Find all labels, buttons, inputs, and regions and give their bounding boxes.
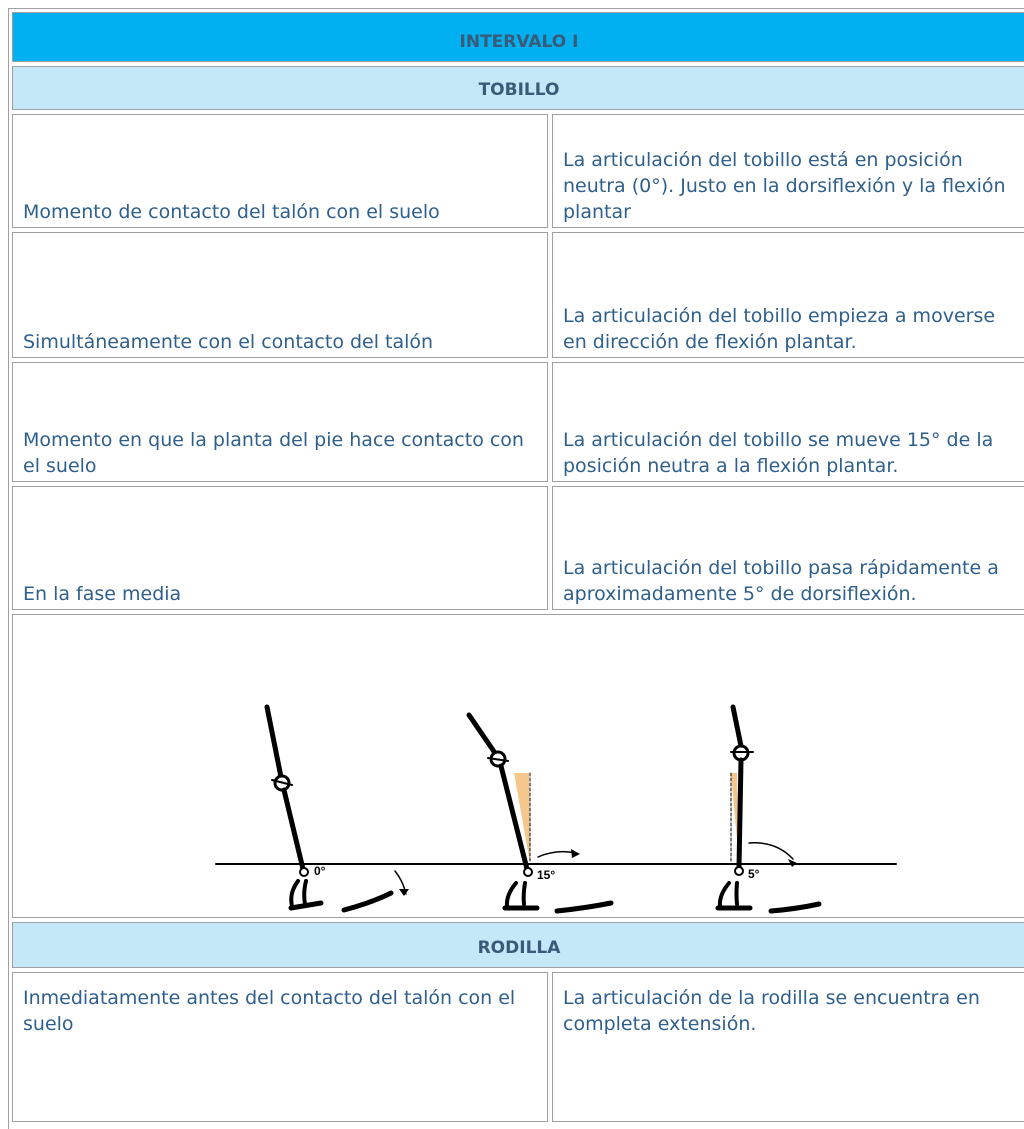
cell-text: Inmediatamente antes del contacto del ta… — [23, 987, 516, 1035]
cell-text: Momento de contacto del talón con el sue… — [23, 201, 440, 223]
title-row: INTERVALO I — [12, 12, 1024, 62]
cell-text: La articulación del tobillo se mueve 15°… — [563, 429, 994, 477]
cell: La articulación del tobillo está en posi… — [552, 114, 1024, 228]
cell: Momento de contacto del talón con el sue… — [12, 114, 548, 228]
gait-figure: 0° 15° 5° — [215, 704, 897, 914]
cell-text: Momento en que la planta del pie hace co… — [23, 429, 524, 477]
title: INTERVALO I — [459, 32, 579, 52]
cell-text: La articulación de la rodilla se encuent… — [563, 987, 980, 1035]
figure-cell: 0° 15° 5° — [12, 614, 1024, 918]
cell-text: La articulación del tobillo está en posi… — [563, 149, 1006, 223]
angle-label: 0° — [314, 864, 326, 878]
table-frame — [8, 8, 1024, 1129]
cell: La articulación del tobillo empieza a mo… — [552, 232, 1024, 358]
cell-text: La articulación del tobillo empieza a mo… — [563, 305, 996, 353]
cell-text: La articulación del tobillo pasa rápidam… — [563, 557, 999, 605]
cell-text: En la fase media — [23, 583, 182, 605]
angle-label: 5° — [748, 867, 760, 881]
cell: Simultáneamente con el contacto del taló… — [12, 232, 548, 358]
cell: Inmediatamente antes del contacto del ta… — [12, 972, 548, 1122]
section-heading-row: TOBILLO — [12, 66, 1024, 110]
angle-label: 15° — [537, 868, 555, 882]
cell: En la fase media — [12, 486, 548, 610]
cell: La articulación del tobillo se mueve 15°… — [552, 362, 1024, 482]
cell-text: Simultáneamente con el contacto del taló… — [23, 331, 434, 353]
cell: La articulación del tobillo pasa rápidam… — [552, 486, 1024, 610]
cell: La articulación de la rodilla se encuent… — [552, 972, 1024, 1122]
section-heading-row: RODILLA — [12, 922, 1024, 968]
cell: Momento en que la planta del pie hace co… — [12, 362, 548, 482]
section-heading: TOBILLO — [478, 80, 560, 100]
section-heading: RODILLA — [477, 938, 561, 958]
